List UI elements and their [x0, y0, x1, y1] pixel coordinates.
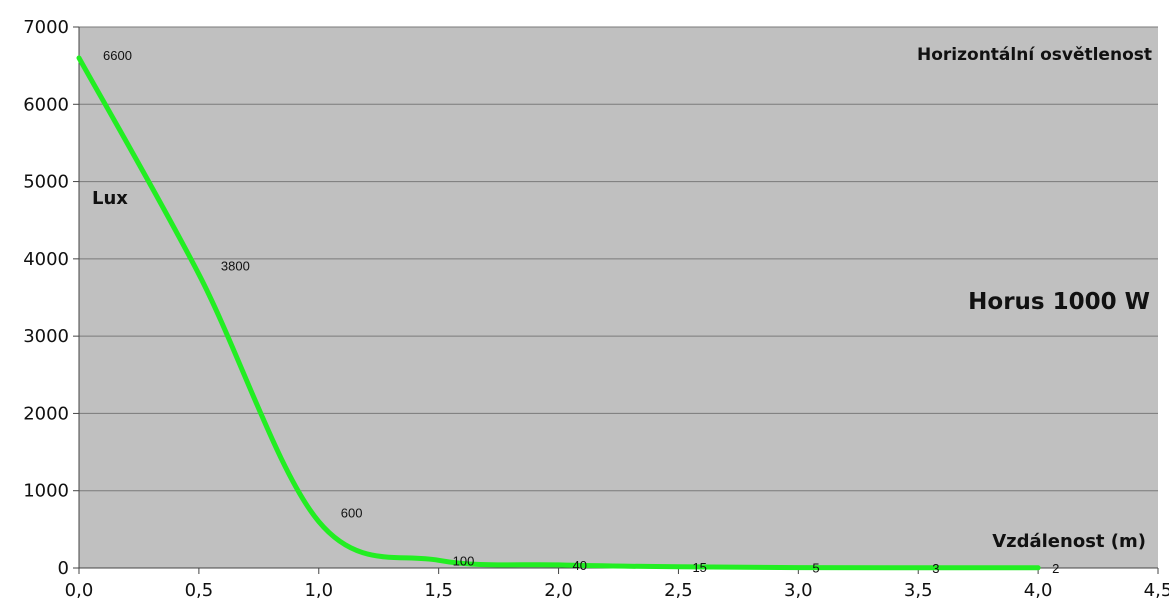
data-label: 3: [932, 561, 939, 576]
data-label: 600: [341, 506, 363, 521]
y-tick-label: 2000: [23, 403, 69, 424]
data-label: 6600: [103, 48, 132, 63]
plot-area: [79, 27, 1158, 568]
x-tick-label: 3,5: [904, 580, 933, 601]
data-labels: 6600 3800 600 100 40 15 5 3 2: [103, 48, 1059, 576]
y-tick-label: 6000: [23, 94, 69, 115]
y-tick-label: 3000: [23, 326, 69, 347]
x-tick-label: 2,5: [664, 580, 693, 601]
ylabel: Lux: [92, 188, 128, 209]
data-label: 40: [573, 558, 587, 573]
data-label: 2: [1052, 561, 1059, 576]
x-tick-label: 2,0: [544, 580, 573, 601]
xlabel: Vzdálenost (m): [992, 531, 1146, 552]
x-tick-label: 0,5: [185, 580, 214, 601]
y-tick-label: 4000: [23, 249, 69, 270]
x-tick-label: 1,5: [424, 580, 453, 601]
x-tick-label: 4,0: [1024, 580, 1053, 601]
annotation-top-right: Horizontální osvětlenost: [917, 45, 1152, 65]
x-tick-label: 4,5: [1144, 580, 1169, 601]
data-label: 15: [692, 560, 706, 575]
x-tick-label: 3,0: [784, 580, 813, 601]
series-line: [76, 55, 1041, 571]
data-label: 5: [812, 561, 819, 576]
annotation-model: Horus 1000 W: [968, 289, 1150, 315]
data-label: 100: [453, 553, 475, 568]
x-tick-label: 1,0: [304, 580, 333, 601]
y-tick-label: 7000: [23, 17, 69, 38]
data-label: 3800: [221, 258, 250, 273]
x-tick-label: 0,0: [65, 580, 94, 601]
y-tick-label: 0: [58, 558, 69, 579]
x-axis-ticks: 0,0 0,5 1,0 1,5 2,0 2,5 3,0 3,5 4,0 4,5: [65, 568, 1169, 601]
y-tick-label: 1000: [23, 481, 69, 502]
y-tick-label: 5000: [23, 172, 69, 193]
y-axis-ticks: 0 1000 2000 3000 4000 5000 6000 7000: [23, 17, 79, 579]
